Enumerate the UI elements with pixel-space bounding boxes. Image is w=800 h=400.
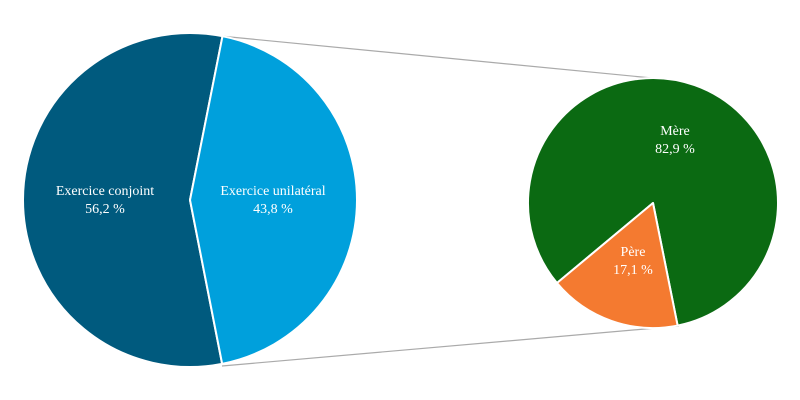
slice-label: Père <box>621 245 646 260</box>
connector-line <box>219 35 653 79</box>
slice-value-label: 43,8 % <box>253 202 293 217</box>
slice-value-label: 56,2 % <box>85 202 125 217</box>
pie-slice <box>527 77 779 327</box>
slice-value-label: 82,9 % <box>655 142 695 157</box>
pie-slice <box>189 35 358 365</box>
slice-label: Mère <box>660 124 690 139</box>
pie-slice <box>555 202 679 329</box>
connector-line <box>221 325 680 367</box>
pie-slice <box>22 32 224 368</box>
slice-value-label: 17,1 % <box>613 263 653 278</box>
slice-label: Exercice conjoint <box>56 184 154 199</box>
slice-label: Exercice unilatéral <box>220 184 325 199</box>
